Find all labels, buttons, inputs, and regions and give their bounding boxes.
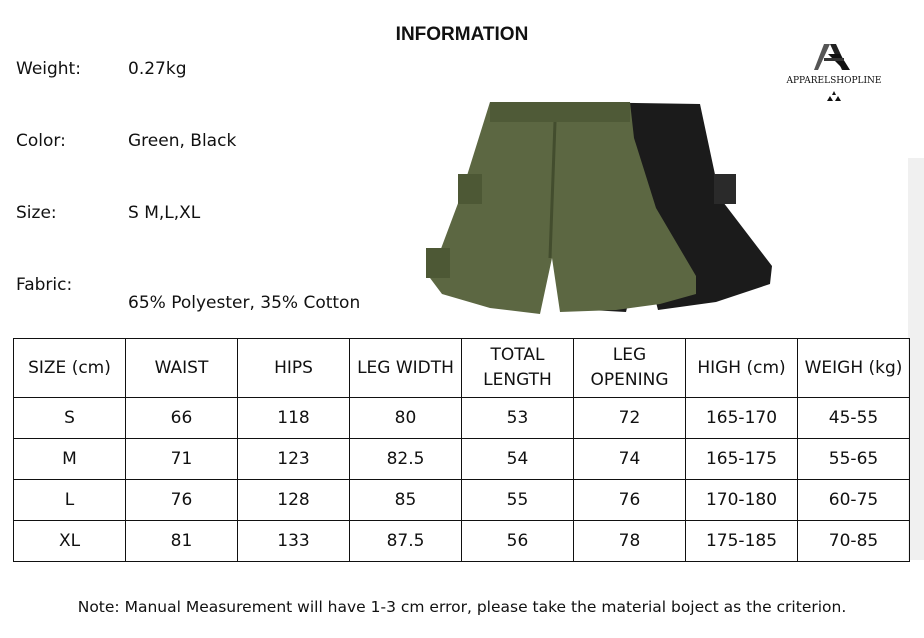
header-cell: TOTAL LENGTH — [461, 338, 574, 398]
header-cell: WAIST — [125, 338, 238, 398]
header-cell: WEIGH (kg) — [797, 338, 910, 398]
table-cell: 76 — [573, 479, 686, 521]
table-cell: 54 — [461, 438, 574, 480]
table-cell: M — [13, 438, 126, 480]
fabric-label: Fabric: — [16, 275, 73, 295]
color-value: Green, Black — [128, 131, 237, 151]
table-cell: 87.5 — [349, 520, 462, 562]
table-cell: 118 — [237, 397, 350, 439]
table-cell: XL — [13, 520, 126, 562]
table-row: M 71 123 82.5 54 74 165-175 55-65 — [13, 438, 910, 480]
a-logo-icon — [814, 44, 850, 70]
table-cell: L — [13, 479, 126, 521]
side-strip — [908, 158, 924, 560]
table-cell: 60-75 — [797, 479, 910, 521]
table-cell: 165-175 — [685, 438, 798, 480]
brand-logo: APPARELSHOPLINE — [786, 44, 882, 105]
table-cell: 123 — [237, 438, 350, 480]
table-cell: 76 — [125, 479, 238, 521]
brand-mark-icon — [827, 91, 841, 101]
table-cell: 53 — [461, 397, 574, 439]
weight-label: Weight: — [16, 59, 81, 79]
page-title: INFORMATION — [395, 24, 529, 45]
header-cell: HIGH (cm) — [685, 338, 798, 398]
table-cell: 70-85 — [797, 520, 910, 562]
brand-name: APPARELSHOPLINE — [786, 76, 882, 86]
table-cell: 175-185 — [685, 520, 798, 562]
size-label: Size: — [16, 203, 57, 223]
table-cell: 133 — [237, 520, 350, 562]
size-chart-table: SIZE (cm) WAIST HIPS LEG WIDTH TOTAL LEN… — [13, 338, 910, 562]
table-cell: 78 — [573, 520, 686, 562]
product-image — [426, 102, 772, 314]
color-label: Color: — [16, 131, 66, 151]
table-cell: 55-65 — [797, 438, 910, 480]
header-cell: SIZE (cm) — [13, 338, 126, 398]
size-value: S M,L,XL — [128, 203, 201, 223]
table-row: L 76 128 85 55 76 170-180 60-75 — [13, 479, 910, 521]
table-cell: 85 — [349, 479, 462, 521]
table-cell: 74 — [573, 438, 686, 480]
table-row: XL 81 133 87.5 56 78 175-185 70-85 — [13, 520, 910, 562]
table-cell: 45-55 — [797, 397, 910, 439]
table-cell: 165-170 — [685, 397, 798, 439]
table-header-row: SIZE (cm) WAIST HIPS LEG WIDTH TOTAL LEN… — [13, 338, 910, 398]
header-cell: LEG OPENING — [573, 338, 686, 398]
table-cell: 80 — [349, 397, 462, 439]
header-cell: LEG WIDTH — [349, 338, 462, 398]
table-cell: 56 — [461, 520, 574, 562]
table-cell: 66 — [125, 397, 238, 439]
table-row: S 66 118 80 53 72 165-170 45-55 — [13, 397, 910, 439]
weight-value: 0.27kg — [128, 59, 187, 79]
table-cell: 170-180 — [685, 479, 798, 521]
fabric-value: 65% Polyester, 35% Cotton — [128, 293, 361, 313]
table-cell: 71 — [125, 438, 238, 480]
table-cell: S — [13, 397, 126, 439]
table-cell: 55 — [461, 479, 574, 521]
table-cell: 128 — [237, 479, 350, 521]
table-cell: 72 — [573, 397, 686, 439]
header-cell: HIPS — [237, 338, 350, 398]
table-cell: 81 — [125, 520, 238, 562]
green-shorts — [426, 102, 696, 314]
measurement-note: Note: Manual Measurement will have 1-3 c… — [77, 598, 847, 616]
table-cell: 82.5 — [349, 438, 462, 480]
